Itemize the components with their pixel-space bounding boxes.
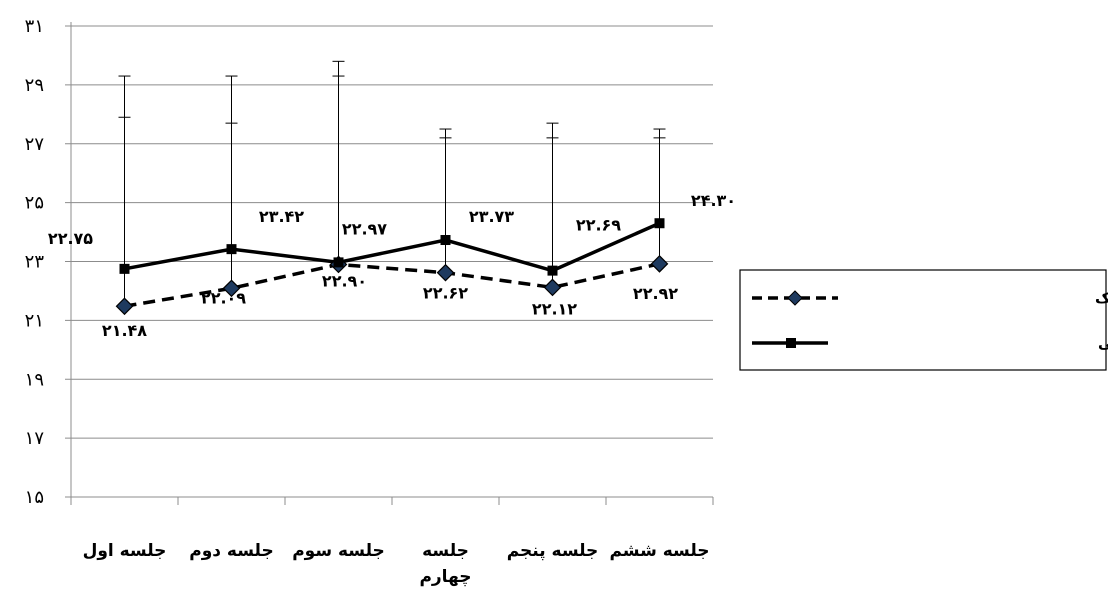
marker-square-5 bbox=[654, 218, 665, 229]
series-line-0 bbox=[124, 262, 660, 308]
x-tick-label-line: جلسه ششم bbox=[609, 541, 709, 561]
data-label-s1-1: ۲۳.۴۲ bbox=[259, 207, 304, 226]
data-label-s1-0: ۲۲.۷۵ bbox=[48, 229, 93, 248]
x-tick-label-line: جلسه دوم bbox=[189, 541, 273, 561]
data-label-s1-5: ۲۴.۳۰ bbox=[691, 191, 736, 210]
y-axis-ticks: ۱۵ ۱۷ ۱۹ ۲۱ ۲۳ ۲۵ ۲۷ ۲۹ ۳۱ bbox=[25, 16, 71, 508]
data-label-s0-1: ۲۲.۰۹ bbox=[201, 288, 246, 307]
legend-square-marker bbox=[786, 338, 796, 348]
series-markers bbox=[115, 218, 669, 316]
data-label-s0-0: ۲۱.۴۸ bbox=[102, 321, 147, 340]
marker-diamond-1 bbox=[222, 279, 241, 298]
marker-diamond-3 bbox=[436, 263, 455, 282]
data-labels: ۲۱.۴۸ ۲۲.۰۹ ۲۲.۹۰ ۲۲.۶۲ ۲۲.۱۲ ۲۲.۹۲ ۲۲.۷۵ ۲۳.۴۲… bbox=[48, 191, 736, 340]
x-tick-label-line: جلسه اول bbox=[83, 541, 167, 561]
legend: آنتی سایکوتیک آنتی سایکوتیک و ضد افسردگی bbox=[739, 269, 1108, 371]
data-label-s1-4: ۲۲.۶۹ bbox=[576, 216, 621, 235]
x-tick-label-line: جلسه پنجم bbox=[507, 541, 599, 561]
y-tick-label-27: ۲۷ bbox=[25, 134, 45, 155]
marker-square-3 bbox=[440, 235, 451, 246]
marker-diamond-5 bbox=[650, 255, 669, 273]
marker-diamond-4 bbox=[543, 278, 562, 297]
y-tick-label-17: ۱۷ bbox=[25, 428, 45, 449]
x-axis-ticks: جلسه اول جلسه دوم جلسه سوم جلسه چهارم جلسه پن… bbox=[70, 497, 714, 587]
data-label-s0-4: ۲۲.۱۲ bbox=[532, 299, 577, 318]
x-tick-label-1: جلسه دوم bbox=[189, 541, 273, 561]
legend-label-antipsychotic: آنتی سایکوتیک bbox=[1095, 289, 1108, 307]
y-tick-label-21: ۲۱ bbox=[25, 310, 44, 331]
y-tick-label-23: ۲۳ bbox=[25, 252, 45, 273]
legend-diamond-marker bbox=[787, 290, 803, 306]
marker-square-4 bbox=[547, 265, 558, 276]
legend-label-antipsychotic-antidepressant: آنتی سایکوتیک و ضد افسردگی bbox=[1098, 334, 1108, 352]
series-lines bbox=[124, 221, 661, 308]
x-tick-label-line: چهارم bbox=[419, 567, 471, 587]
x-tick-label-5: جلسه ششم bbox=[609, 541, 709, 561]
y-tick-label-15: ۱۵ bbox=[25, 487, 44, 508]
x-tick-label-line: جلسه bbox=[422, 541, 469, 561]
x-tick-label-line: جلسه سوم bbox=[292, 541, 385, 561]
y-tick-label-19: ۱۹ bbox=[25, 369, 44, 390]
marker-diamond-0 bbox=[115, 297, 134, 316]
data-label-s0-3: ۲۲.۶۲ bbox=[423, 284, 468, 303]
x-tick-label-0: جلسه اول bbox=[83, 541, 167, 561]
x-tick-label-2: جلسه سوم bbox=[292, 541, 385, 561]
series-line-1 bbox=[124, 221, 661, 273]
gridlines bbox=[71, 25, 713, 439]
y-tick-label-29: ۲۹ bbox=[25, 75, 44, 96]
x-tick-label-4: جلسه پنجم bbox=[507, 541, 599, 561]
data-label-s0-2: ۲۲.۹۰ bbox=[322, 271, 367, 290]
marker-square-1 bbox=[226, 244, 237, 255]
x-tick-label-3: جلسه چهارم bbox=[419, 541, 471, 587]
legend-item-antipsychotic-antidepressant: آنتی سایکوتیک و ضد افسردگی bbox=[752, 334, 1108, 352]
data-label-s0-5: ۲۲.۹۲ bbox=[633, 284, 678, 303]
data-label-s1-2: ۲۲.۹۷ bbox=[342, 219, 387, 238]
y-tick-label-25: ۲۵ bbox=[25, 193, 44, 214]
y-tick-label-31: ۳۱ bbox=[25, 16, 44, 37]
legend-box bbox=[739, 269, 1107, 371]
data-label-s1-3: ۲۳.۷۳ bbox=[469, 207, 514, 226]
legend-item-antipsychotic: آنتی سایکوتیک bbox=[752, 289, 1108, 307]
marker-square-0 bbox=[119, 263, 130, 274]
marker-square-2 bbox=[333, 257, 344, 268]
